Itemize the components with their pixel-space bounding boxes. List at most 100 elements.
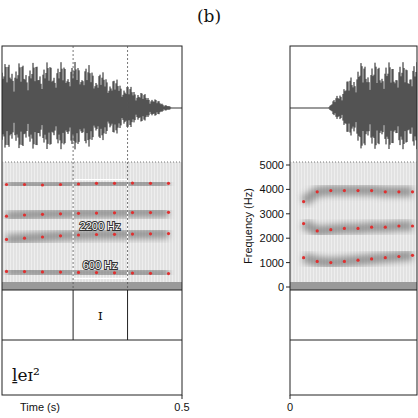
frame [2, 46, 182, 395]
formant-band [7, 212, 169, 216]
formant-point [356, 259, 359, 262]
formant-point [384, 226, 387, 229]
panel: 0010002000300040005000Frequency (Hz) [242, 46, 417, 413]
formant-point [411, 224, 414, 227]
formant-point [113, 233, 116, 236]
formant-point [167, 272, 170, 275]
y-tick-label: 2000 [260, 232, 284, 244]
waveform-group [290, 62, 417, 149]
formant-point [131, 182, 134, 185]
figure: (b)ɪḻeɪ²2200 Hz600 Hz0.5Time (s)00100020… [0, 0, 418, 418]
tier-boundary [127, 290, 128, 340]
spectrogram-ground [2, 162, 182, 290]
y-tick [286, 189, 290, 190]
formant-point [149, 211, 152, 214]
x-axis-title: Time (s) [20, 401, 60, 413]
spectrogram [290, 162, 417, 290]
formant-band [304, 255, 413, 262]
spectrogram [2, 162, 182, 290]
formant-band [304, 191, 413, 202]
formant-band [7, 183, 169, 185]
waveform [290, 62, 417, 149]
frame [290, 46, 417, 395]
tier-divider [290, 340, 417, 341]
formant-point [370, 189, 373, 192]
y-tick-label: 3000 [260, 208, 284, 220]
panel: ɪḻeɪ²2200 Hz600 Hz0.5Time (s) [2, 46, 190, 413]
tier-divider [2, 340, 182, 341]
formant-point [77, 182, 80, 185]
formant-point [5, 238, 8, 241]
formant-point [77, 212, 80, 215]
transcription: ḻeɪ² [12, 365, 40, 385]
segment-boundary [73, 46, 74, 290]
y-tick [286, 262, 290, 263]
y-tick-label: 4000 [260, 183, 284, 195]
formant-point [113, 271, 116, 274]
y-tick-label: 5000 [260, 159, 284, 171]
formant-point [397, 224, 400, 227]
annotation: 600 Hz [83, 259, 118, 271]
formant-band [304, 224, 413, 231]
formant-point [113, 182, 116, 185]
formant-point [95, 212, 98, 215]
formant-point [370, 257, 373, 260]
y-tick-label: 0 [278, 281, 284, 293]
formant-point [41, 213, 44, 216]
formant-point [167, 182, 170, 185]
formant-point [149, 272, 152, 275]
formant-point [329, 261, 332, 264]
y-tick [286, 287, 290, 288]
formant-point [343, 189, 346, 192]
formant-point [5, 270, 8, 273]
x-axis [2, 290, 182, 291]
formant-point [23, 270, 26, 273]
formant-point [343, 227, 346, 230]
x-tick [182, 395, 183, 399]
formant-point [131, 211, 134, 214]
formant-point [167, 232, 170, 235]
formant-point [5, 215, 8, 218]
y-tick [286, 238, 290, 239]
formant-point [59, 271, 62, 274]
formant-point [113, 211, 116, 214]
formant-point [59, 183, 62, 186]
striations [3, 162, 180, 290]
annotation: 2200 Hz [80, 220, 121, 232]
formant-point [131, 233, 134, 236]
formant-point [397, 255, 400, 258]
formant-point [41, 270, 44, 273]
formant-point [95, 233, 98, 236]
wave-spec-divider [2, 162, 182, 163]
segment-boundary [127, 46, 128, 290]
formant-point [149, 232, 152, 235]
y-tick [286, 213, 290, 214]
formant-point [411, 190, 414, 193]
wave-spec-divider [290, 162, 417, 163]
formant-point [384, 190, 387, 193]
formant-point [411, 254, 414, 257]
y-tick [286, 165, 290, 166]
formant-point [316, 229, 319, 232]
y-axis-title: Frequency (Hz) [242, 188, 254, 264]
formant-point [302, 222, 305, 225]
formant-point [95, 271, 98, 274]
x-tick [290, 395, 291, 399]
formant-point [370, 226, 373, 229]
formant-point [59, 212, 62, 215]
waveform-group [2, 62, 182, 149]
formant-point [316, 190, 319, 193]
formant-point [149, 182, 152, 185]
formant-point [5, 183, 8, 186]
formant-point [302, 200, 305, 203]
formant-point [23, 237, 26, 240]
formant-band [7, 234, 169, 240]
formant-point [131, 272, 134, 275]
formant-point [356, 189, 359, 192]
formant-point [95, 182, 98, 185]
formant-point [41, 183, 44, 186]
x-axis [290, 290, 417, 291]
formant-point [77, 271, 80, 274]
formant-point [77, 233, 80, 236]
formant-point [356, 227, 359, 230]
